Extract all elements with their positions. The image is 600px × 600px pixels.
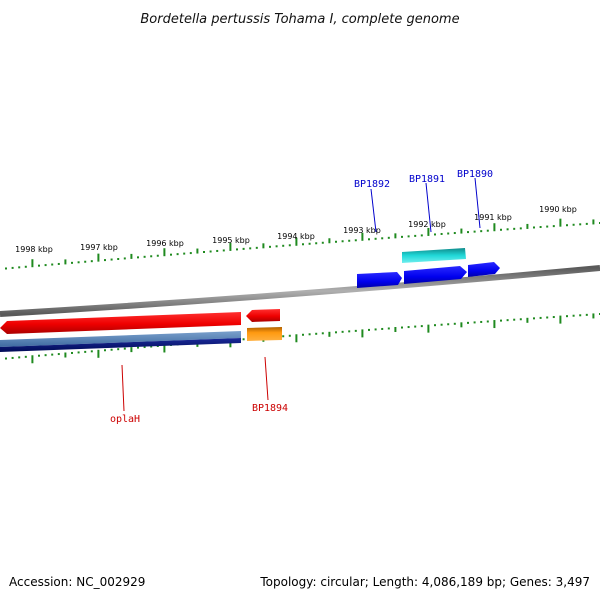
map-title: Bordetella pertussis Tohama I, complete … [140,12,459,27]
gene-label-BP1894[interactable]: BP1894 [252,403,288,414]
tick-label: 1998 kbp [15,245,53,254]
genome-backbone [0,265,600,317]
leader-line [264,356,269,401]
BP1890-cds-arrow[interactable] [468,262,500,277]
oplaH-cds-bar[interactable] [0,331,241,347]
oplaH-cds-inner-bar[interactable] [0,338,241,352]
BP1894-gene-arrow[interactable] [246,309,280,322]
tick-label: 1992 kbp [408,220,446,229]
forward-features [357,248,500,288]
reverse-features [0,309,282,352]
leader-line [425,182,432,233]
leader-line [474,177,481,229]
tick-track-upper [5,218,600,270]
gene-label-BP1891[interactable]: BP1891 [409,174,445,185]
tick-labels: 1998 kbp 1997 kbp 1996 kbp 1995 kbp 1994… [15,205,577,254]
gene-labels: BP1892 BP1891 BP1890 oplaH BP1894 [110,169,493,425]
gene-label-BP1892[interactable]: BP1892 [354,179,390,190]
tick-label: 1995 kbp [212,236,250,245]
tick-label: 1996 kbp [146,239,184,248]
gene-label-oplaH[interactable]: oplaH [110,414,140,425]
tick-label: 1993 kbp [343,226,381,235]
oplaH-gene-arrow[interactable] [0,312,241,334]
tick-label: 1990 kbp [539,205,577,214]
tick-label: 1997 kbp [80,243,118,252]
genome-summary-text: Topology: circular; Length: 4,086,189 bp… [259,575,590,589]
tick-label: 1991 kbp [474,213,512,222]
BP1891-gene-bar[interactable] [402,248,466,263]
accession-text: Accession: NC_002929 [9,575,145,589]
leader-line [121,364,125,412]
BP1891-cds-arrow[interactable] [404,266,467,284]
tick-label: 1994 kbp [277,232,315,241]
BP1892-cds-arrow[interactable] [357,272,402,288]
BP1894-cds-bar[interactable] [247,327,282,341]
gene-label-BP1890[interactable]: BP1890 [457,169,493,180]
leader-line [370,188,377,233]
